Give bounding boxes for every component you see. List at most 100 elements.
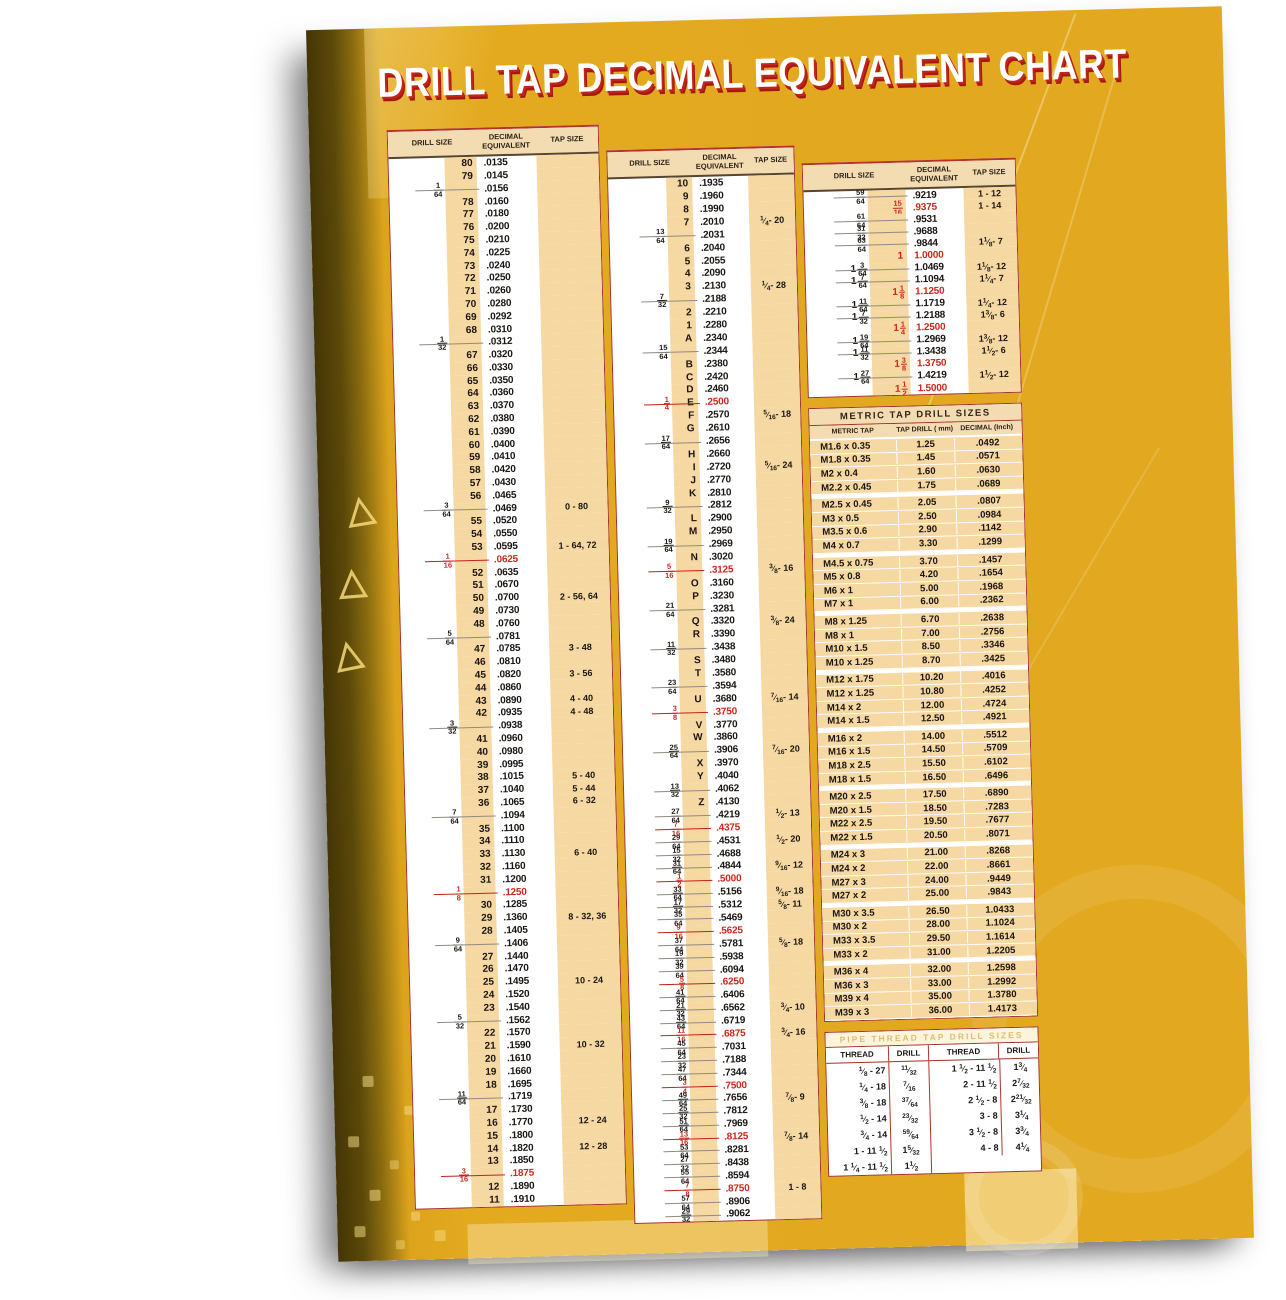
drill-size-number: 52 [455,566,488,581]
drill-size-number: 79 [444,169,478,184]
decimal-equivalent: .3390 [710,628,736,641]
decimal-equivalent: .2660 [706,448,731,460]
drill-size-number [685,924,712,939]
decimal-equivalent: .2720 [706,461,731,473]
decimal-equivalent: .1470 [504,963,529,975]
drill-size-number [686,976,714,990]
whole-number: 1 [892,286,899,299]
decimal-inch: 1.1614 [966,930,1034,944]
metric-tap: M22 x 2.5 [829,817,873,831]
whole-number: 71 [464,285,477,298]
decimal-inch: .5709 [961,741,1029,755]
tap-size [753,368,800,383]
decimal-equivalent: .5625 [718,924,743,937]
tap-drill-mm: 19.50 [905,815,965,829]
decimal-equivalent: .8125 [724,1131,749,1143]
drill-size-number: 4 [668,267,695,282]
whole-number: 49 [473,605,485,618]
drill-size-number [674,499,701,514]
whole-number: 11 [488,1194,500,1206]
tap-size [770,1038,817,1053]
whole-number: 78 [462,196,474,208]
drill-size-number [869,262,908,276]
pipe-drill: 23⁄32 [889,1109,930,1127]
decimal-equivalent: .1770 [508,1116,533,1129]
decimal-equivalent: .1935 [699,177,724,190]
decimal-equivalent: .2460 [704,383,729,396]
decimal-equivalent: .2969 [708,538,733,550]
whole-number: 38 [477,772,489,784]
decimal-equivalent: .4531 [716,834,741,847]
fraction: 1⁄2 [878,1145,888,1158]
triangle-icon: △ [343,485,378,531]
whole-number: H [687,449,696,461]
drill-table-3: DRILL SIZE DECIMAL EQUIVALENT TAP SIZE 5… [801,157,1022,399]
decimal-equivalent: 1.4219 [917,370,947,382]
decimal-equivalent: .4062 [714,783,740,795]
metric-tap: M39 x 4 [834,993,870,1006]
drill-size-number [445,182,478,197]
drill-size-number: 32 [462,860,496,875]
decimal-equivalent: .8906 [725,1195,751,1208]
tap-size [756,509,804,524]
decimal-equivalent: .6406 [720,989,745,1001]
drill-size-number: N [675,551,703,565]
decimal-equivalent: .0960 [498,732,523,745]
tap-drill-mm: 26.50 [908,905,967,918]
decimal-equivalent: .1110 [501,835,525,847]
triangle-icon: △ [330,629,366,676]
drill-size-number: 65 [450,374,483,389]
decimal-equivalent: .1160 [501,860,526,873]
pipe-thread: 1 - 11 1⁄2 [853,1145,888,1158]
whole-number: 32 [479,861,492,873]
decimal-equivalent: .0390 [490,425,515,438]
decimal-equivalent: .0785 [496,643,521,655]
tap-drill-mm: 17.50 [905,788,964,801]
decimal-equivalent: .2380 [703,357,729,370]
metric-tap: M8 x 1.25 [824,615,868,628]
drill-size-number: 11 [471,1193,504,1207]
drill-size-number [680,744,708,758]
decimal-equivalent: .3281 [710,602,735,615]
tap-size [758,587,806,602]
decimal-equivalent: .2188 [702,293,727,306]
tap-drill-mm: 2.90 [898,523,957,537]
tap-drill-mm: 12.50 [903,712,962,725]
decimal-equivalent: .2344 [703,345,728,357]
drill-size-number: 5 [668,254,695,269]
metric-tap: M2 x 0.4 [820,467,858,480]
tap-size [770,1050,818,1066]
fraction: 59⁄64 [902,1128,919,1141]
tap-size: 1⁄2 - 20 [765,831,812,846]
tap-size [768,960,815,975]
drill-size-number [868,225,907,239]
drill-size-number: 45 [457,668,491,683]
pipe-drill: 3 3⁄4 [1000,1122,1043,1140]
metric-tap: M4 x 0.7 [822,539,860,552]
fraction: 1⁄4 [759,215,769,228]
whole-number: Y [696,771,704,783]
whole-number: 47 [474,644,486,656]
column-header-drill: DRILL [997,1042,1039,1059]
tap-size [771,1076,818,1091]
drill-size-number: 57 [452,476,486,491]
decimal-equivalent: .1960 [699,190,724,203]
drill-size-number: 46 [457,655,490,670]
metric-tap: M8 x 1 [824,629,855,642]
drill-size-number [466,1014,500,1028]
tap-size [759,625,807,640]
metric-tap: M1.6 x 0.35 [819,440,871,453]
decimal-equivalent: .1405 [503,924,528,937]
whole-number: 67 [466,349,478,362]
decimal-equivalent: .1910 [510,1193,535,1205]
decimal-inch: .4724 [960,697,1028,710]
pipe-table-left-columns: 1⁄8 - 27 11⁄32 1⁄4 - 18 7⁄16 3⁄8 - 18 37⁄64 1⁄… [826,1061,932,1176]
fraction: 3⁄8 [770,615,780,628]
drill-size-number: 41 [459,732,492,747]
tap-size: 9⁄16 - 12 [765,857,813,872]
whole-number: 27 [482,951,494,963]
whole-number: 24 [483,989,495,1001]
tap-size [751,316,799,331]
drill-size-number: 76 [446,220,479,235]
